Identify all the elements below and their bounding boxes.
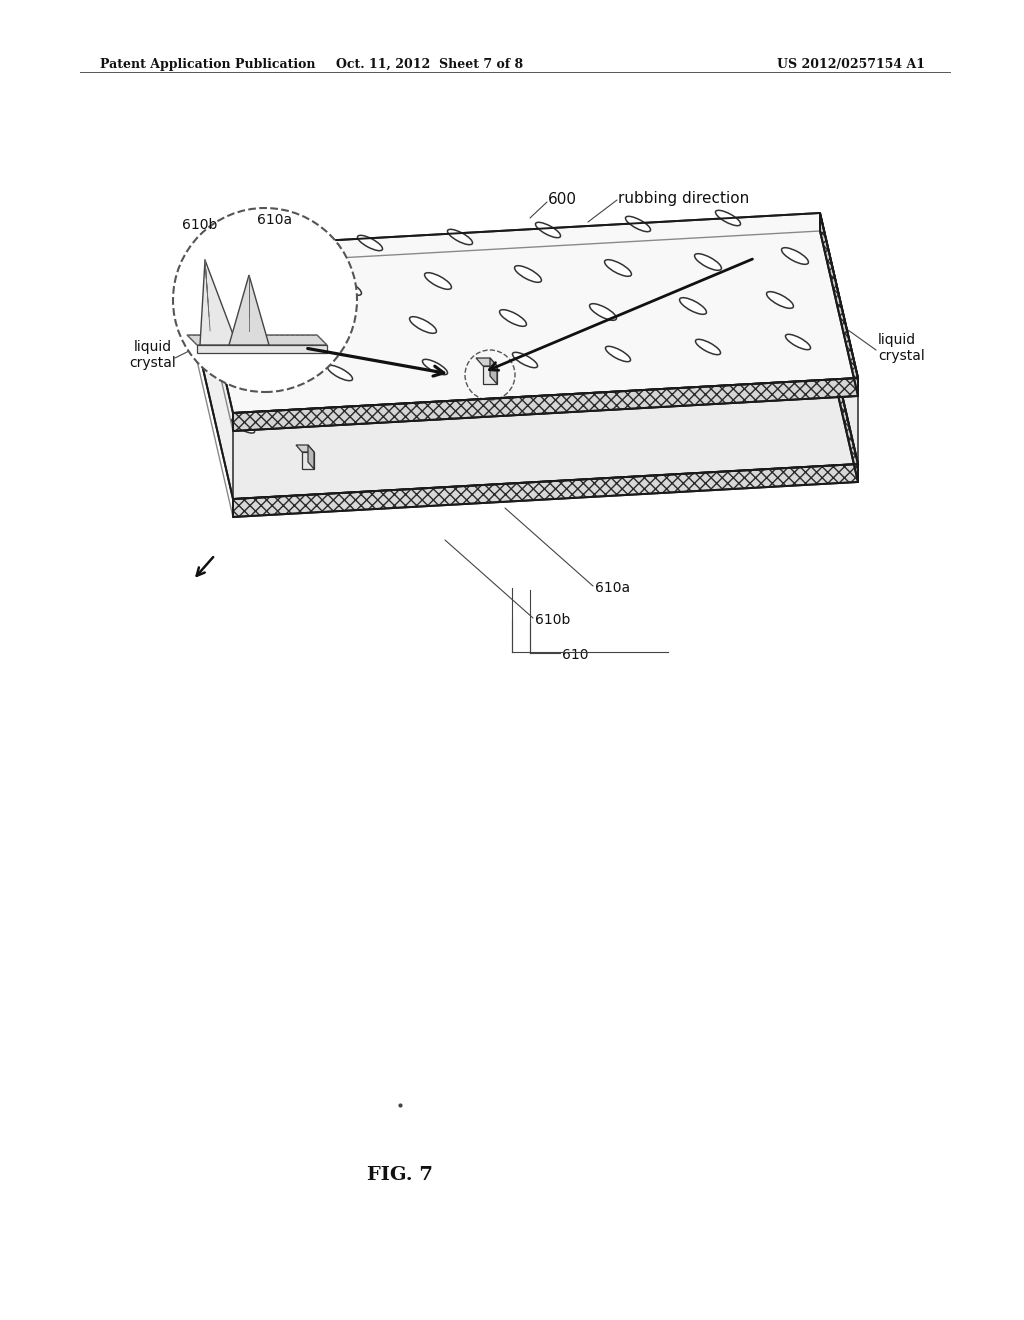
Ellipse shape: [785, 334, 811, 350]
Ellipse shape: [781, 248, 809, 264]
Ellipse shape: [236, 375, 260, 391]
Text: Patent Application Publication: Patent Application Publication: [100, 58, 315, 71]
Ellipse shape: [336, 364, 359, 378]
Ellipse shape: [410, 317, 436, 334]
Ellipse shape: [322, 409, 345, 422]
Polygon shape: [302, 451, 314, 469]
Text: US 2012/0257154 A1: US 2012/0257154 A1: [777, 58, 925, 71]
Ellipse shape: [357, 235, 383, 251]
Polygon shape: [229, 275, 269, 345]
Ellipse shape: [356, 321, 380, 335]
Ellipse shape: [328, 366, 352, 380]
Ellipse shape: [502, 396, 524, 411]
Polygon shape: [308, 445, 314, 469]
Polygon shape: [233, 396, 858, 499]
Ellipse shape: [231, 418, 255, 433]
Ellipse shape: [514, 265, 542, 282]
Ellipse shape: [500, 310, 526, 326]
Polygon shape: [476, 358, 497, 366]
Polygon shape: [483, 366, 497, 384]
Polygon shape: [195, 213, 858, 413]
Polygon shape: [233, 465, 858, 517]
Ellipse shape: [604, 260, 632, 276]
Ellipse shape: [512, 352, 538, 368]
Ellipse shape: [694, 253, 722, 271]
Ellipse shape: [537, 309, 560, 323]
Text: rubbing direction: rubbing direction: [618, 190, 750, 206]
Text: FIG. 7: FIG. 7: [367, 1166, 433, 1184]
Ellipse shape: [412, 403, 434, 416]
Polygon shape: [820, 213, 858, 396]
Ellipse shape: [767, 292, 794, 309]
Ellipse shape: [516, 352, 540, 366]
Polygon shape: [490, 358, 497, 384]
Ellipse shape: [589, 389, 611, 404]
Ellipse shape: [266, 331, 290, 346]
Text: 610b: 610b: [535, 612, 570, 627]
Text: 610b: 610b: [181, 218, 217, 232]
Text: liquid
crystal: liquid crystal: [130, 339, 176, 370]
Ellipse shape: [680, 298, 707, 314]
Ellipse shape: [245, 289, 271, 306]
Ellipse shape: [446, 315, 470, 329]
Ellipse shape: [270, 247, 296, 263]
Ellipse shape: [319, 322, 346, 339]
Polygon shape: [296, 445, 314, 451]
Ellipse shape: [447, 230, 472, 244]
Text: 610a: 610a: [257, 213, 292, 227]
Circle shape: [173, 209, 357, 392]
Text: Oct. 11, 2012  Sheet 7 of 8: Oct. 11, 2012 Sheet 7 of 8: [337, 58, 523, 71]
Ellipse shape: [606, 346, 630, 360]
Ellipse shape: [626, 216, 650, 232]
Text: liquid
crystal: liquid crystal: [878, 333, 925, 363]
Ellipse shape: [425, 273, 452, 289]
Polygon shape: [820, 300, 858, 482]
Ellipse shape: [605, 346, 631, 362]
Ellipse shape: [678, 384, 701, 399]
Polygon shape: [195, 300, 858, 499]
Ellipse shape: [426, 358, 450, 372]
Ellipse shape: [716, 210, 740, 226]
Polygon shape: [197, 345, 327, 352]
Text: 610: 610: [562, 648, 589, 663]
Ellipse shape: [423, 359, 447, 375]
Ellipse shape: [335, 279, 361, 296]
Ellipse shape: [695, 339, 721, 355]
Ellipse shape: [247, 375, 269, 389]
Ellipse shape: [536, 222, 560, 238]
Polygon shape: [233, 378, 858, 432]
Text: 610a: 610a: [595, 581, 630, 595]
Polygon shape: [200, 260, 237, 345]
Ellipse shape: [229, 334, 256, 350]
Polygon shape: [187, 335, 327, 345]
Text: 600: 600: [548, 193, 577, 207]
Ellipse shape: [590, 304, 616, 321]
